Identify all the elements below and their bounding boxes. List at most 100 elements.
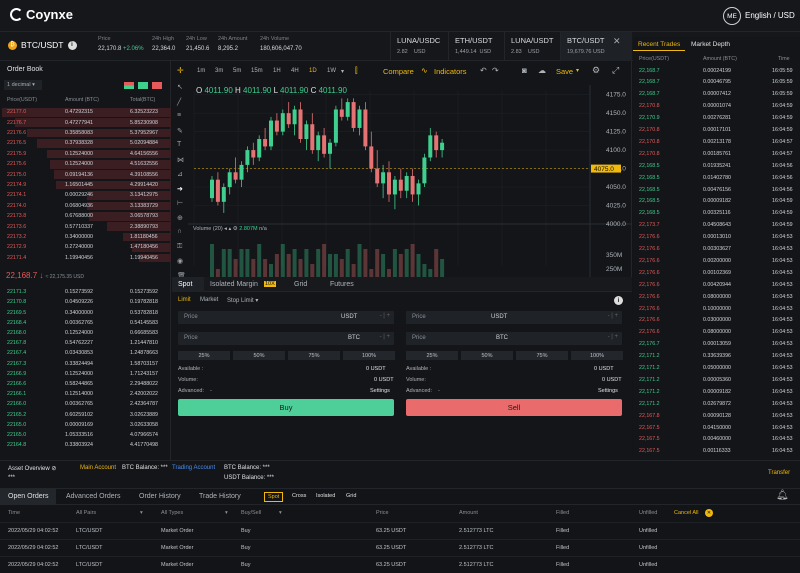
ask-row[interactable]: 22174.9 1.16501445 4.29914420 [0, 180, 171, 190]
sell-price-input[interactable]: Price USDT - | + [406, 311, 622, 324]
sell-pct-25%[interactable]: 25% [406, 351, 458, 360]
bid-row[interactable]: 22166.6 0.58244865 2.29488022 [0, 380, 171, 389]
bid-row[interactable]: 22164.8 0.33803924 4.41770498 [0, 441, 171, 450]
ask-row[interactable]: 22176.7 0.47277941 5.85230908 [0, 118, 171, 127]
tab-grid[interactable]: Grid [294, 281, 308, 288]
ask-row[interactable]: 22175.6 0.12524000 4.51632556 [0, 160, 171, 169]
filter-grid[interactable]: Grid [346, 493, 357, 499]
orders-tab-1[interactable]: Advanced Orders [66, 493, 121, 500]
orders-col-3[interactable]: Buy/Sell [241, 510, 262, 516]
market-tab-luna-usdt[interactable]: LUNA/USDT 2.83 USD [504, 32, 560, 61]
main-account-link[interactable]: Main Account [80, 465, 117, 471]
interval-15m[interactable]: 15m [251, 68, 263, 74]
ask-row[interactable]: 22175.0 0.09194136 4.39108556 [0, 170, 171, 179]
orders-tab-2[interactable]: Order History [139, 493, 181, 500]
filter-spot[interactable]: Spot [264, 492, 284, 502]
hide-icon[interactable]: ◉ [177, 258, 184, 265]
info-icon[interactable]: i [67, 40, 77, 50]
measure-icon[interactable]: ⊢ [177, 200, 184, 207]
indicators-button[interactable]: Indicators [434, 67, 467, 76]
interval-1D[interactable]: 1D [309, 68, 317, 74]
compare-button[interactable]: Compare [383, 67, 414, 76]
tab-recent-trades[interactable]: Recent Trades [638, 41, 681, 48]
bid-row[interactable]: 22165.0 1.05333516 4.07966574 [0, 431, 171, 440]
tab-isolated-margin[interactable]: Isolated Margin [210, 281, 258, 288]
prediction-icon[interactable]: ⊿ [177, 171, 183, 178]
buy-price-input[interactable]: Price USDT - | + [178, 311, 394, 324]
type-stop-limit[interactable]: Stop Limit ▾ [227, 298, 259, 304]
sell-pct-50%[interactable]: 50% [461, 351, 513, 360]
save-chevron-icon[interactable]: ▾ [576, 68, 580, 74]
filter-cross[interactable]: Cross [292, 493, 307, 499]
decimal-select[interactable]: 1 decimal ▾ [4, 80, 42, 90]
sell-pct-100%[interactable]: 100% [571, 351, 623, 360]
camera-icon[interactable]: ◙ [522, 66, 527, 75]
close-icon[interactable]: ✕ [613, 36, 621, 46]
buy-button[interactable]: Buy [178, 399, 394, 416]
crosshair-icon[interactable]: ✛ [177, 66, 184, 75]
fullscreen-icon[interactable]: ⤢ [612, 65, 620, 75]
buy-pct-50%[interactable]: 50% [233, 351, 285, 360]
buy-pct-100%[interactable]: 100% [343, 351, 395, 360]
chevron-down-icon[interactable]: ▾ [279, 510, 282, 516]
sell-button[interactable]: Sell [406, 399, 622, 416]
brush-icon[interactable]: ✎ [177, 127, 183, 135]
market-tab-btc-usdt[interactable]: BTC/USDT 19,679.76 USD [560, 32, 632, 61]
ask-row[interactable]: 22175.9 0.12524000 4.64156556 [0, 149, 171, 159]
orders-tab-0[interactable]: Open Orders [8, 493, 49, 500]
bid-row[interactable]: 22165.0 0.00009169 3.02633058 [0, 421, 171, 430]
bid-row[interactable]: 22166.9 0.12524000 1.71243157 [0, 370, 171, 379]
zoom-icon[interactable]: ⊕ [177, 214, 183, 222]
arrow-icon[interactable]: ➜ [177, 185, 183, 193]
cancel-all-icon[interactable]: ✕ [705, 509, 713, 517]
bid-row[interactable]: 22166.0 0.00362765 2.42364787 [0, 400, 171, 409]
candle-style-icon[interactable]: ⫿ [355, 66, 358, 75]
type-limit[interactable]: Limit [178, 297, 191, 303]
tab-spot[interactable]: Spot [178, 281, 193, 288]
buy-pct-25%[interactable]: 25% [178, 351, 230, 360]
order-row[interactable]: 2022/05/29 04:02:52 LTC/USDT Market Order B… [0, 539, 800, 556]
tab-market-depth[interactable]: Market Depth [691, 41, 731, 48]
filter-isolated[interactable]: Isolated [316, 493, 336, 499]
orders-col-8[interactable]: Cancel All [674, 510, 699, 516]
view-asks-icon[interactable] [152, 82, 162, 89]
pair-selector[interactable]: ₿ BTC/USDT i [8, 40, 77, 50]
avatar[interactable]: ME [723, 7, 741, 25]
bid-row[interactable]: 22167.3 0.33824494 1.58703157 [0, 359, 171, 368]
gear-icon[interactable]: ⚙ [592, 65, 601, 75]
ask-row[interactable]: 22176.6 0.35858083 5.37952967 [0, 128, 171, 138]
fib-icon[interactable]: ≡ [177, 112, 182, 119]
orders-col-2[interactable]: All Types [161, 510, 184, 516]
redo-icon[interactable]: ↷ [492, 66, 499, 75]
buy-pct-75%[interactable]: 75% [288, 351, 340, 360]
orders-col-1[interactable]: All Pairs [76, 510, 97, 516]
transfer-link[interactable]: Transfer [768, 470, 791, 476]
stepper-icon[interactable]: - | + [607, 334, 618, 340]
bid-row[interactable]: 22170.8 0.04509226 0.19782818 [0, 298, 171, 307]
stepper-icon[interactable]: - | + [379, 313, 390, 319]
bid-row[interactable]: 22171.3 0.15273592 0.15273592 [0, 288, 171, 297]
form-info-icon[interactable]: i [614, 296, 623, 305]
bid-row[interactable]: 22169.5 0.34000000 0.53782818 [0, 308, 171, 317]
trading-account-link[interactable]: Trading Account [172, 465, 216, 471]
view-both-icon[interactable] [124, 82, 134, 89]
lock-icon[interactable]: ⚿ [177, 242, 183, 250]
brand-logo[interactable]: Coynxe [10, 7, 73, 22]
ask-row[interactable]: 22174.0 0.06804936 3.13383729 [0, 201, 171, 211]
market-tab-eth-usdt[interactable]: ETH/USDT 1,449.14 USD [448, 32, 504, 61]
view-bids-icon[interactable] [138, 82, 148, 89]
interval-1m[interactable]: 1m [197, 68, 206, 74]
undo-icon[interactable]: ↶ [480, 66, 487, 75]
chevron-down-icon[interactable]: ▾ [140, 510, 143, 516]
text-icon[interactable]: T [177, 141, 182, 148]
ask-row[interactable]: 22173.8 0.67688000 3.06578793 [0, 212, 171, 221]
bid-row[interactable]: 22165.2 0.60259102 3.02623889 [0, 410, 171, 419]
stepper-icon[interactable]: - | + [379, 334, 390, 340]
ask-row[interactable]: 22173.6 0.57710337 2.38890793 [0, 222, 171, 231]
buy-amount-input[interactable]: Price BTC - | + [178, 332, 394, 345]
ask-row[interactable]: 22177.0 0.47292315 6.32523223 [0, 108, 171, 117]
interval-3m[interactable]: 3m [215, 68, 224, 74]
type-market[interactable]: Market [200, 297, 219, 303]
bid-row[interactable]: 22168.4 0.00362765 0.54145583 [0, 319, 171, 328]
bid-row[interactable]: 22168.0 0.12524000 0.66685583 [0, 329, 171, 338]
